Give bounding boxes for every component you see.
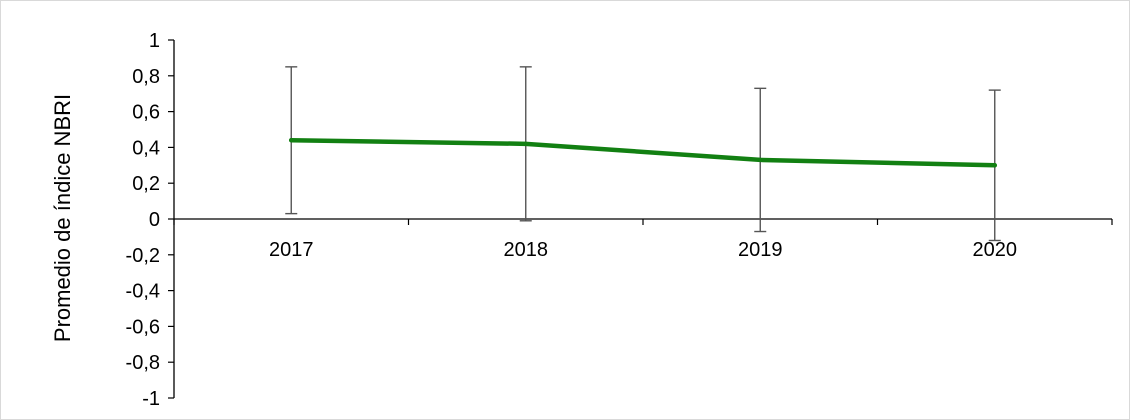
y-tick-label: -0,2 [126,245,160,267]
y-tick-label: 0,4 [132,137,160,159]
data-point [523,141,528,147]
series-line [289,137,997,168]
x-category-label: 2018 [504,239,549,261]
x-category-label: 2020 [973,239,1018,261]
y-tick-label: -0,8 [126,352,160,374]
data-point [758,157,763,163]
y-tick-label: 0,2 [132,173,160,195]
y-tick-label: 0,8 [132,66,160,88]
data-point [289,138,294,143]
y-tick-label: 0 [149,209,160,231]
y-tick-label: -0,4 [126,281,160,303]
x-category-label: 2017 [269,239,314,261]
y-tick-label: 1 [149,30,160,52]
x-axis: 2017 2018 2019 2020 [173,218,1113,261]
y-axis-title: Promedio de índice NBRI [50,94,75,342]
data-point [992,163,997,168]
y-tick-label: -1 [142,388,160,410]
x-category-label: 2019 [738,239,783,261]
y-tick-label: -0,6 [126,316,160,338]
y-tick-label: 0,6 [132,102,160,124]
y-axis: 1 0,8 0,6 0,4 0,2 0 -0,2 -0,4 -0,6 -0,8 -1 [126,30,175,410]
series-lines [289,137,997,168]
